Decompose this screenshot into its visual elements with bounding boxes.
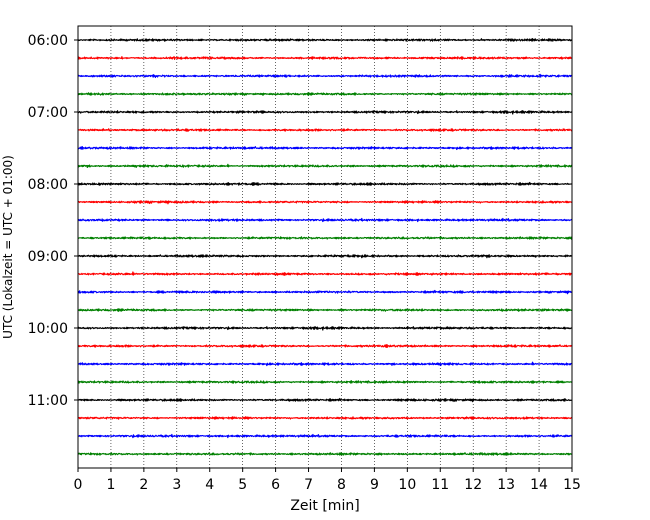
trace-1100 xyxy=(77,397,573,403)
x-tick-label: 1 xyxy=(106,477,115,493)
x-tick-label: 14 xyxy=(530,477,548,493)
trace-0715 xyxy=(77,128,573,132)
trace-0700 xyxy=(77,110,573,115)
y-tick-label: 11:00 xyxy=(28,393,68,409)
tick-layer: 0 1 2 3 4 5 6 7 8 9 10 11 12 13 14 1506:0007:0008:0009:… xyxy=(28,33,581,493)
trace-0600 xyxy=(77,38,573,42)
trace-0745 xyxy=(77,163,573,169)
x-tick-label: 10 xyxy=(398,477,416,493)
trace-0930 xyxy=(77,289,573,295)
trace-0830 xyxy=(77,217,573,223)
x-tick-label: 13 xyxy=(497,477,515,493)
x-tick-label: 9 xyxy=(370,477,379,493)
trace-1015 xyxy=(77,343,573,348)
x-tick-label: 2 xyxy=(139,477,148,493)
trace-1145 xyxy=(77,452,573,456)
trace-0815 xyxy=(77,200,573,205)
trace-1000 xyxy=(77,326,573,331)
plot-frame xyxy=(77,25,573,469)
trace-0630 xyxy=(77,73,573,79)
trace-0800 xyxy=(77,181,573,186)
x-tick-label: 6 xyxy=(271,477,280,493)
y-tick-label: 08:00 xyxy=(28,177,68,193)
x-tick-label: 5 xyxy=(238,477,247,493)
trace-0900 xyxy=(77,254,573,259)
trace-layer xyxy=(77,38,573,456)
trace-0915 xyxy=(77,271,573,277)
x-tick-label: 11 xyxy=(431,477,449,493)
trace-0730 xyxy=(77,146,573,151)
trace-0845 xyxy=(77,236,573,240)
y-axis-title: UTC (Lokalzeit = UTC + 01:00) xyxy=(1,155,15,339)
trace-0945 xyxy=(77,308,573,312)
trace-0615 xyxy=(77,56,573,60)
trace-0645 xyxy=(77,92,573,96)
y-tick-label: 09:00 xyxy=(28,249,68,265)
x-tick-label: 7 xyxy=(304,477,313,493)
trace-1115 xyxy=(77,416,573,420)
y-tick-label: 10:00 xyxy=(28,321,68,337)
trace-1030 xyxy=(77,361,573,367)
x-tick-label: 3 xyxy=(172,477,181,493)
x-tick-label: 12 xyxy=(464,477,482,493)
x-tick-label: 15 xyxy=(563,477,581,493)
y-tick-label: 07:00 xyxy=(28,105,68,121)
x-tick-label: 0 xyxy=(74,477,83,493)
trace-1045 xyxy=(77,380,573,384)
y-tick-label: 06:00 xyxy=(28,33,68,49)
x-axis-title: Zeit [min] xyxy=(290,498,359,514)
x-tick-label: 4 xyxy=(205,477,214,493)
x-tick-label: 8 xyxy=(337,477,346,493)
trace-1130 xyxy=(77,433,573,439)
